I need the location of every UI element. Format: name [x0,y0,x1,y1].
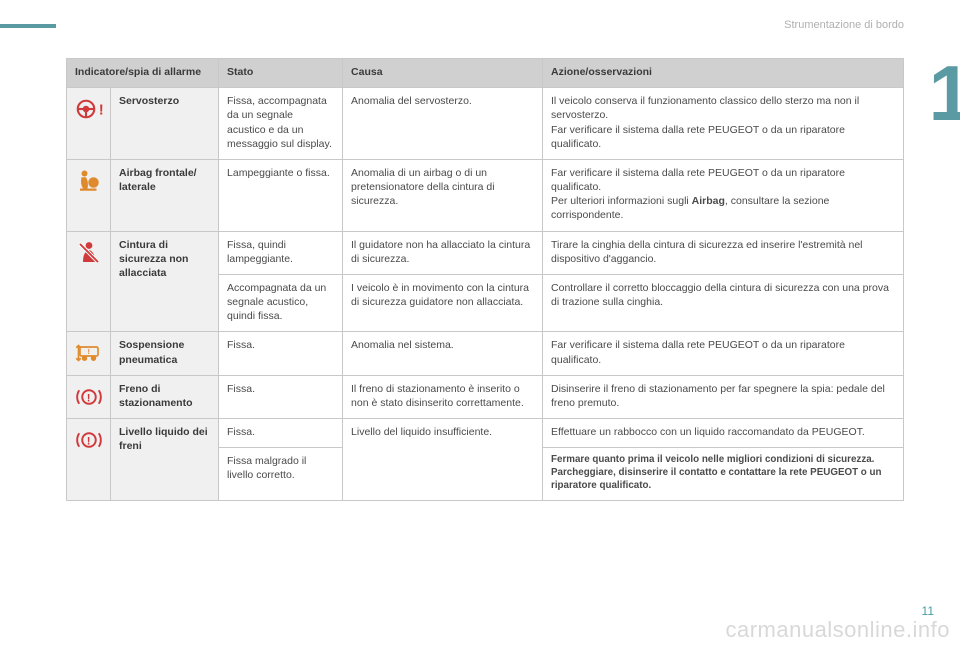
azione-cell: Far verificare il sistema dalla rete PEU… [543,332,904,375]
table-row: ! Livello liquido dei freni Fissa. Livel… [67,419,904,448]
icon-cell [67,159,111,231]
warning-lights-table: Indicatore/spia di allarme Stato Causa A… [66,58,904,501]
col-azione: Azione/osservazioni [543,59,904,88]
table-header-row: Indicatore/spia di allarme Stato Causa A… [67,59,904,88]
table-row: ! Sospensione pneumatica Fissa. Anomalia… [67,332,904,375]
azione-cell: Il veicolo conserva il funzionamento cla… [543,88,904,160]
brake-fluid-icon: ! [74,425,104,455]
svg-text:!: ! [86,436,90,448]
icon-cell [67,231,111,332]
svg-text:!: ! [98,101,103,118]
causa-cell: Livello del liquido insufficiente. [343,419,543,501]
azione-cell: Controllare il corretto bloccaggio della… [543,274,904,332]
col-indicatore: Indicatore/spia di allarme [67,59,219,88]
chapter-number: 1 [929,60,960,132]
azione-cell: Effettuare un rabbocco con un liquido ra… [543,419,904,448]
table-row: ! Freno di stazionamento Fissa. Il freno… [67,375,904,418]
col-stato: Stato [219,59,343,88]
col-causa: Causa [343,59,543,88]
seatbelt-icon [74,238,104,268]
causa-cell: Anomalia di un airbag o di un pretension… [343,159,543,231]
table-row: Cintura di sicurezza non allacciata Fiss… [67,231,904,274]
causa-cell: Il freno di stazionamento è inserito o n… [343,375,543,418]
azione-text: Il veicolo conserva il funzionamento cla… [551,95,859,121]
stato-cell: Fissa, quindi lampeggiante. [219,231,343,274]
table-row: ! Servosterzo Fissa, accompagnata da un … [67,88,904,160]
stato-cell: Fissa. [219,332,343,375]
breadcrumb: Strumentazione di bordo [784,18,904,33]
azione-bold-msg: Fermare quanto prima il veicolo nelle mi… [551,454,895,492]
causa-cell: Il guidatore non ha allacciato la cintur… [343,231,543,274]
svg-text:!: ! [86,392,90,404]
azione-text: Per ulteriori informazioni sugli [551,195,692,207]
main-content: Indicatore/spia di allarme Stato Causa A… [66,58,904,501]
stato-cell: Fissa. [219,419,343,448]
parking-brake-icon: ! [74,382,104,412]
table-row: Airbag frontale/ laterale Lampeggiante o… [67,159,904,231]
causa-cell: I veicolo è in movimento con la cintura … [343,274,543,332]
accent-bar [0,24,56,28]
indicator-name: Sospensione pneumatica [111,332,219,375]
stato-cell: Lampeggiante o fissa. [219,159,343,231]
stato-cell: Fissa malgrado il livello corretto. [219,448,343,501]
azione-cell: Fermare quanto prima il veicolo nelle mi… [543,448,904,501]
icon-cell: ! [67,88,111,160]
azione-cell: Disinserire il freno di stazionamento pe… [543,375,904,418]
azione-text: Far verificare il sistema dalla rete PEU… [551,124,845,150]
azione-text: Far verificare il sistema dalla rete PEU… [551,167,845,193]
chapter-tab: 1 [916,60,960,620]
icon-cell: ! [67,332,111,375]
stato-cell: Fissa. [219,375,343,418]
indicator-name: Cintura di sicurezza non allacciata [111,231,219,332]
indicator-name: Airbag frontale/ laterale [111,159,219,231]
indicator-name: Servosterzo [111,88,219,160]
stato-cell: Accompagnata da un segnale acustico, qui… [219,274,343,332]
indicator-name: Freno di stazionamento [111,375,219,418]
watermark: carmanualsonline.info [725,615,950,645]
suspension-icon: ! [74,338,104,368]
causa-cell: Anomalia nel sistema. [343,332,543,375]
indicator-name: Livello liquido dei freni [111,419,219,501]
stato-cell: Fissa, accompagnata da un segnale acusti… [219,88,343,160]
azione-bold: Airbag [692,195,725,207]
causa-cell: Anomalia del servosterzo. [343,88,543,160]
azione-cell: Tirare la cinghia della cintura di sicur… [543,231,904,274]
azione-cell: Far verificare il sistema dalla rete PEU… [543,159,904,231]
steering-warning-icon: ! [74,94,104,124]
svg-text:!: ! [87,347,90,356]
icon-cell: ! [67,375,111,418]
icon-cell: ! [67,419,111,501]
airbag-icon [74,166,104,196]
